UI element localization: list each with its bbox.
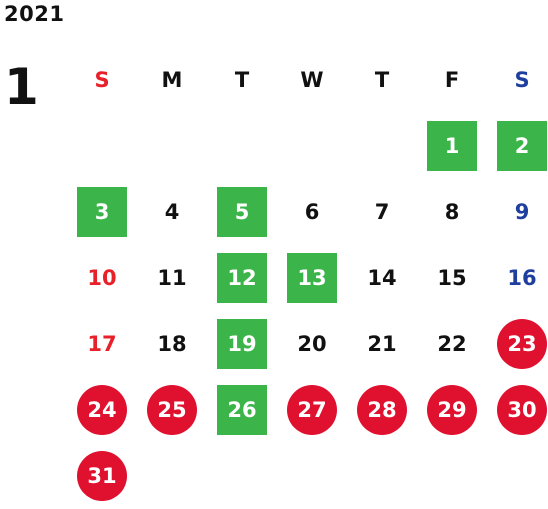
day-number: 1 bbox=[427, 121, 477, 171]
day-cell-14[interactable]: 14 bbox=[347, 245, 417, 311]
day-number: 20 bbox=[297, 332, 327, 356]
day-number: 9 bbox=[514, 200, 530, 224]
day-cell-18[interactable]: 18 bbox=[137, 311, 207, 377]
day-cell-1[interactable]: 1 bbox=[417, 113, 487, 179]
day-cell-17[interactable]: 17 bbox=[67, 311, 137, 377]
day-cell-31[interactable]: 31 bbox=[67, 443, 137, 509]
calendar-month: 1 bbox=[4, 58, 39, 116]
day-number: 3 bbox=[77, 187, 127, 237]
day-number: 25 bbox=[147, 385, 197, 435]
empty-cell bbox=[207, 113, 277, 179]
weekday-header-mon: M bbox=[161, 68, 183, 92]
day-cell-15[interactable]: 15 bbox=[417, 245, 487, 311]
day-number: 31 bbox=[77, 451, 127, 501]
day-cell-22[interactable]: 22 bbox=[417, 311, 487, 377]
day-number: 29 bbox=[427, 385, 477, 435]
day-cell-23[interactable]: 23 bbox=[487, 311, 548, 377]
day-cell-27[interactable]: 27 bbox=[277, 377, 347, 443]
day-number: 30 bbox=[497, 385, 547, 435]
day-number: 7 bbox=[374, 200, 390, 224]
day-cell-19[interactable]: 19 bbox=[207, 311, 277, 377]
empty-cell bbox=[347, 113, 417, 179]
day-cell-2[interactable]: 2 bbox=[487, 113, 548, 179]
weekday-header-sat: S bbox=[514, 68, 530, 92]
day-cell-12[interactable]: 12 bbox=[207, 245, 277, 311]
day-number: 16 bbox=[507, 266, 537, 290]
day-cell-16[interactable]: 16 bbox=[487, 245, 548, 311]
day-number: 12 bbox=[217, 253, 267, 303]
day-number: 8 bbox=[444, 200, 460, 224]
empty-cell bbox=[277, 113, 347, 179]
day-cell-5[interactable]: 5 bbox=[207, 179, 277, 245]
day-cell-20[interactable]: 20 bbox=[277, 311, 347, 377]
weekday-header-thu: T bbox=[374, 68, 390, 92]
day-number: 18 bbox=[157, 332, 187, 356]
weekday-header-tue: T bbox=[234, 68, 250, 92]
day-number: 26 bbox=[217, 385, 267, 435]
day-number: 5 bbox=[217, 187, 267, 237]
day-number: 24 bbox=[77, 385, 127, 435]
day-number: 21 bbox=[367, 332, 397, 356]
day-cell-10[interactable]: 10 bbox=[67, 245, 137, 311]
day-cell-24[interactable]: 24 bbox=[67, 377, 137, 443]
weekday-header-fri: F bbox=[444, 68, 460, 92]
day-cell-3[interactable]: 3 bbox=[67, 179, 137, 245]
empty-cell bbox=[67, 113, 137, 179]
day-cell-30[interactable]: 30 bbox=[487, 377, 548, 443]
calendar-year: 2021 bbox=[4, 2, 65, 26]
day-number: 19 bbox=[217, 319, 267, 369]
weekday-header-sun: S bbox=[94, 68, 110, 92]
day-cell-4[interactable]: 4 bbox=[137, 179, 207, 245]
day-number: 15 bbox=[437, 266, 467, 290]
day-number: 27 bbox=[287, 385, 337, 435]
day-number: 11 bbox=[157, 266, 187, 290]
day-cell-26[interactable]: 26 bbox=[207, 377, 277, 443]
day-cell-29[interactable]: 29 bbox=[417, 377, 487, 443]
day-number: 10 bbox=[87, 266, 117, 290]
day-number: 23 bbox=[497, 319, 547, 369]
day-number: 17 bbox=[87, 332, 117, 356]
day-cell-8[interactable]: 8 bbox=[417, 179, 487, 245]
day-cell-25[interactable]: 25 bbox=[137, 377, 207, 443]
day-number: 4 bbox=[164, 200, 180, 224]
day-number: 6 bbox=[304, 200, 320, 224]
day-number: 2 bbox=[497, 121, 547, 171]
day-cell-7[interactable]: 7 bbox=[347, 179, 417, 245]
calendar-grid: S M T W T F S 1 2 3 4 5 6 7 8 9 10 11 12 13 14 15 16 17 1… bbox=[67, 47, 548, 509]
day-cell-9[interactable]: 9 bbox=[487, 179, 548, 245]
day-number: 28 bbox=[357, 385, 407, 435]
day-cell-28[interactable]: 28 bbox=[347, 377, 417, 443]
day-cell-11[interactable]: 11 bbox=[137, 245, 207, 311]
day-number: 14 bbox=[367, 266, 397, 290]
day-number: 13 bbox=[287, 253, 337, 303]
weekday-header-wed: W bbox=[300, 68, 324, 92]
empty-cell bbox=[137, 113, 207, 179]
day-cell-13[interactable]: 13 bbox=[277, 245, 347, 311]
day-cell-6[interactable]: 6 bbox=[277, 179, 347, 245]
day-number: 22 bbox=[437, 332, 467, 356]
day-cell-21[interactable]: 21 bbox=[347, 311, 417, 377]
